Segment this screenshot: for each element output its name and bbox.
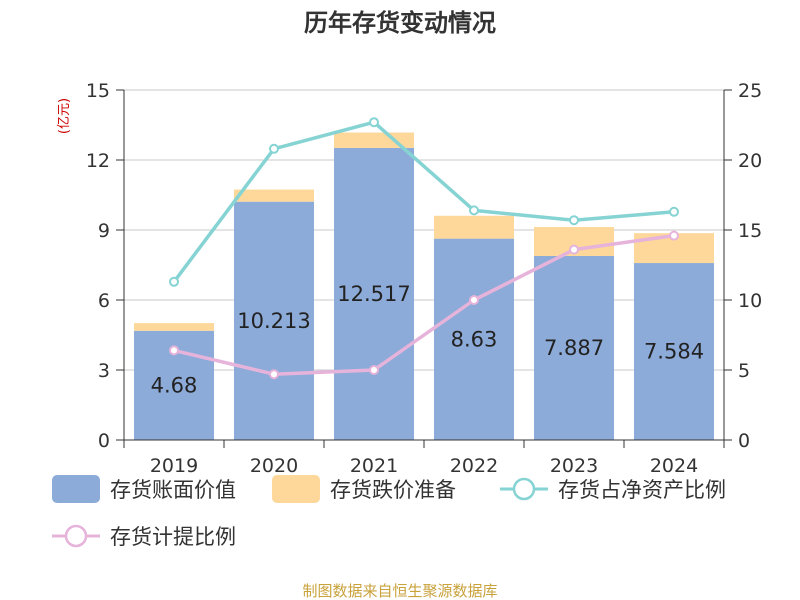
y-left-tick-label: 6 [98, 290, 110, 312]
line-point [369, 365, 379, 375]
bar-provision [234, 189, 314, 202]
source-note: 制图数据来自恒生聚源数据库 [302, 582, 497, 600]
bar-value-label: 10.213 [237, 309, 310, 333]
legend-swatch [272, 475, 320, 503]
y-left-tick-label: 0 [98, 430, 110, 452]
y-left-tick-label: 9 [98, 220, 110, 242]
y-right-tick-label: 20 [738, 150, 762, 172]
x-tick-label: 2024 [650, 455, 698, 477]
x-tick-label: 2022 [450, 455, 498, 477]
bar-book-value [434, 238, 514, 440]
tick-labels: 0 3 6 9 12 15 0 5 10 15 20 25 2019 2020 2021 2022 2023 20… [86, 80, 762, 477]
bar-value-label: 7.584 [644, 340, 704, 364]
y-right-tick-label: 25 [738, 80, 762, 102]
line-point [669, 230, 679, 241]
bar-value-label: 7.887 [544, 336, 604, 360]
line-point [169, 345, 179, 356]
y-right-tick-label: 5 [738, 360, 750, 382]
legend-swatch-marker [512, 477, 536, 501]
line-ratio-net-assets [172, 120, 675, 283]
bar-value-label: 4.68 [151, 373, 198, 397]
bar-value-label: 12.517 [337, 282, 410, 306]
gridlines [124, 89, 724, 371]
bars [134, 132, 714, 441]
y-left-tick-label: 3 [98, 360, 110, 382]
line-point [269, 143, 279, 154]
bar-provision [434, 215, 514, 239]
x-tick-label: 2023 [550, 455, 598, 477]
bar-book-value [534, 255, 614, 440]
line-point [469, 295, 479, 305]
bar-value-label: 8.63 [451, 327, 498, 351]
legend-swatch [52, 475, 100, 503]
line-point [469, 205, 479, 216]
bar-provision [334, 132, 414, 148]
bar-book-value [234, 201, 314, 440]
line-point [569, 215, 579, 226]
x-tick-label: 2019 [150, 455, 198, 477]
legend-swatch-marker [64, 524, 88, 548]
y-right-tick-label: 10 [738, 290, 762, 312]
chart-title: 历年存货变动情况 [304, 9, 496, 37]
line-provision-ratio [173, 233, 675, 376]
y-left-tick-label: 12 [86, 150, 110, 172]
y-right-tick-label: 0 [738, 430, 750, 452]
legend-label: 存货账面价值 [110, 478, 236, 502]
x-tick-label: 2020 [250, 455, 298, 477]
line-series [169, 117, 679, 380]
bar-value-labels: 4.68 10.213 12.517 8.63 7.887 7.584 [151, 282, 704, 397]
x-tick-label: 2021 [350, 455, 398, 477]
line-point [269, 369, 279, 380]
line-point [169, 276, 179, 287]
line-point [669, 206, 679, 217]
y-left-tick-label: 15 [86, 80, 110, 102]
legend-label: 存货跌价准备 [330, 478, 456, 502]
line-point [369, 117, 379, 128]
bar-book-value [634, 263, 714, 440]
y-left-unit-label: (亿元) [57, 98, 72, 134]
y-right-tick-label: 15 [738, 220, 762, 242]
bar-book-value [334, 147, 414, 441]
legend-label: 存货占净资产比例 [558, 478, 726, 502]
axes [116, 89, 732, 448]
bar-provision [134, 323, 214, 331]
line-point [569, 244, 579, 255]
legend-label: 存货计提比例 [110, 525, 236, 549]
